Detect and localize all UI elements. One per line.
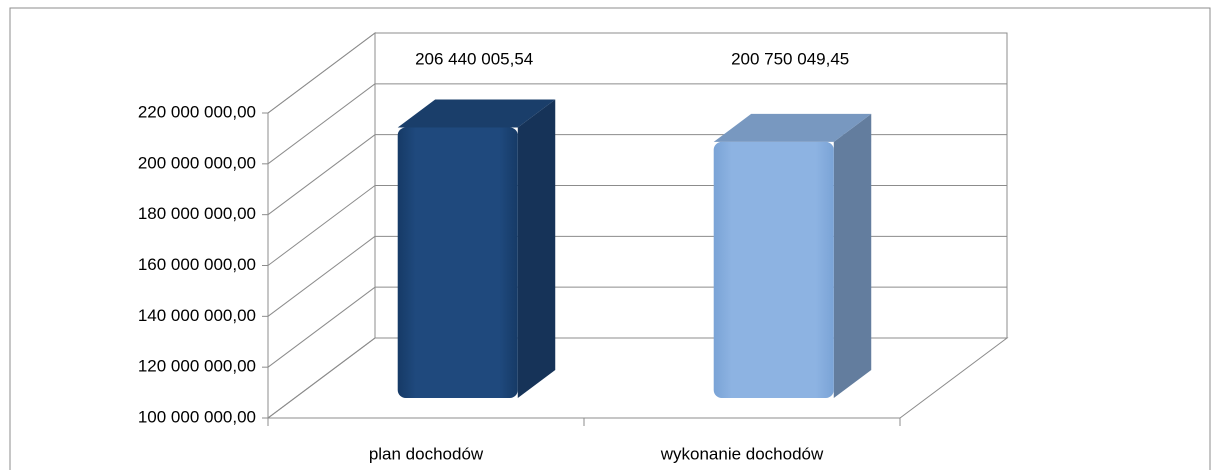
grid-line [267, 134, 376, 216]
floor [266, 337, 1009, 419]
grid-line [267, 286, 376, 368]
y-tick-label: 200 000 000,00 [138, 153, 256, 172]
bar-front [397, 127, 518, 398]
bar-front [713, 141, 834, 399]
grid-line [267, 83, 376, 165]
bar-side [517, 99, 556, 398]
y-tick-label: 120 000 000,00 [138, 357, 256, 376]
y-tick-label: 100 000 000,00 [138, 407, 256, 426]
x-tick-label: plan dochodów [369, 444, 484, 463]
y-tick-label: 140 000 000,00 [138, 306, 256, 325]
x-tick-label: wykonanie dochodów [660, 444, 824, 463]
chart-border [9, 7, 1211, 470]
grid-line [267, 235, 376, 317]
grid-line [267, 32, 376, 114]
y-tick-label: 160 000 000,00 [138, 255, 256, 274]
y-tick-label: 180 000 000,00 [138, 204, 256, 223]
bar-side [833, 113, 872, 399]
grid-line [267, 337, 376, 419]
value-label: 200 750 049,45 [731, 49, 849, 68]
bar-top [397, 99, 556, 128]
y-tick-label: 220 000 000,00 [138, 102, 256, 121]
bar-top [713, 113, 872, 142]
grid-line [267, 185, 376, 266]
value-label: 206 440 005,54 [415, 49, 533, 68]
